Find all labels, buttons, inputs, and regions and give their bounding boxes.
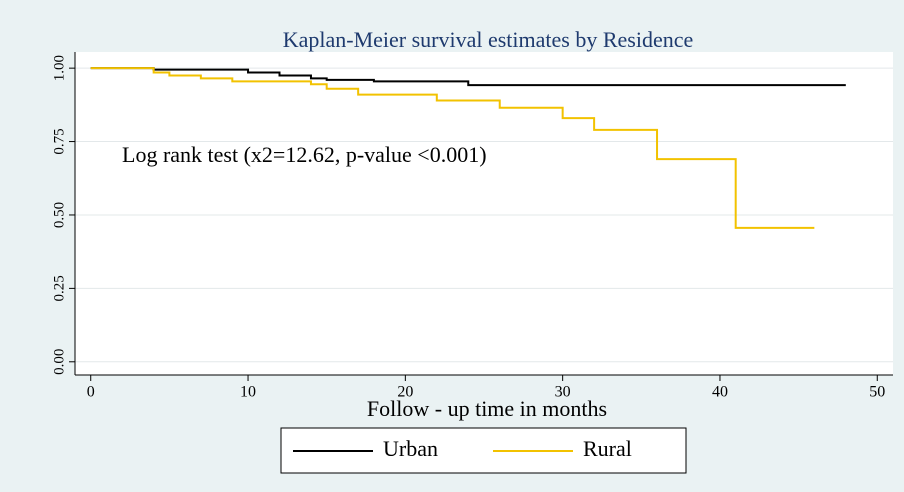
y-tick-label: 1.00 — [51, 55, 67, 81]
x-tick-label: 0 — [87, 384, 95, 401]
y-tick-label: 0.00 — [51, 349, 67, 375]
y-tick-label: 0.25 — [51, 275, 67, 301]
survival-curve — [90, 67, 815, 229]
plot-area — [75, 52, 893, 375]
x-tick-label: 10 — [240, 384, 256, 401]
x-axis-label: Follow - up time in months — [367, 396, 607, 421]
x-tick-label: 40 — [712, 384, 728, 401]
chart-title: Kaplan-Meier survival estimates by Resid… — [283, 27, 694, 52]
y-tick-label: 0.75 — [51, 128, 67, 154]
annotation: Log rank test (x2=12.62, p-value <0.001) — [122, 142, 487, 167]
y-tick-label: 0.50 — [51, 202, 67, 228]
legend-label: Rural — [583, 436, 632, 461]
x-tick-label: 30 — [555, 384, 571, 401]
legend-label: Urban — [383, 436, 438, 461]
x-tick-label: 20 — [397, 384, 413, 401]
survival-curve — [90, 67, 846, 87]
x-tick-label: 50 — [869, 384, 885, 401]
